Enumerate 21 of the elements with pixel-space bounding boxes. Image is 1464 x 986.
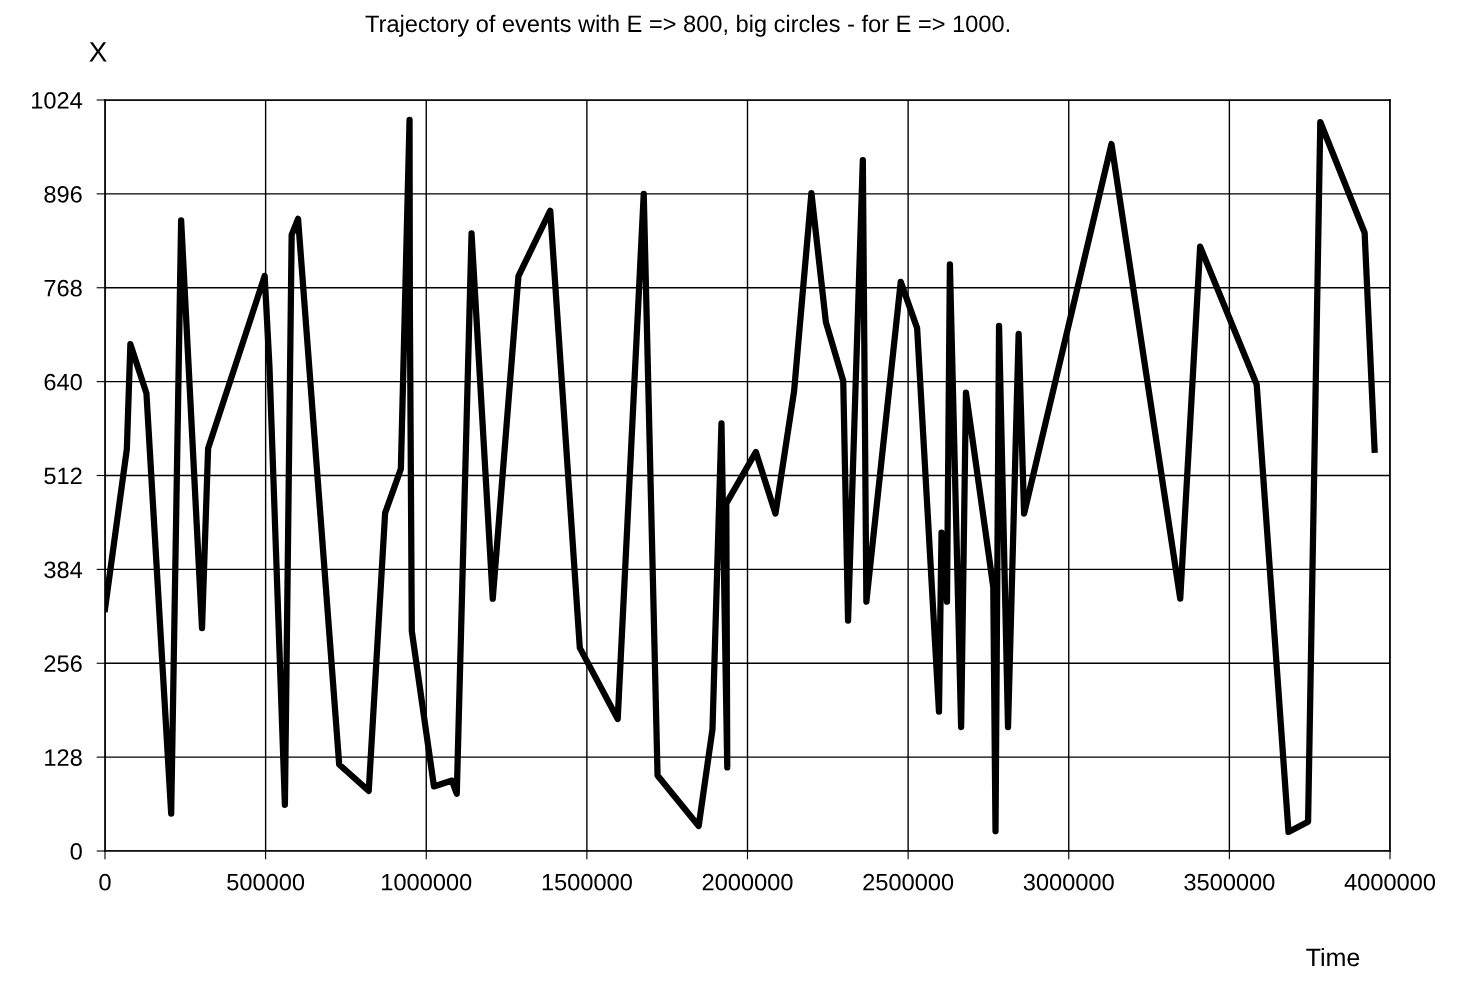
y-tick-label: 512 — [44, 467, 82, 485]
y-tick-label: 0 — [70, 843, 82, 860]
x-tick-label: 1000000 — [382, 873, 472, 891]
x-tick-label: 500000 — [227, 873, 305, 891]
y-tick-label: 128 — [45, 749, 82, 766]
y-tick-label: 1024 — [32, 92, 83, 109]
y-tick-label: 768 — [44, 279, 82, 297]
x-tick-label: 4000000 — [1344, 873, 1436, 891]
x-axis-title: Time — [1306, 947, 1360, 967]
chart-title: Trajectory of events with E => 800, big circles - for E => 1000. — [365, 14, 1009, 37]
y-tick-label: 640 — [44, 373, 82, 391]
y-tick-label: 256 — [44, 655, 82, 673]
x-tick-label: 2000000 — [702, 873, 793, 891]
x-tick-label: 2500000 — [863, 873, 954, 891]
x-tick-label: 0 — [99, 873, 111, 891]
x-tick-label: 3000000 — [1023, 873, 1114, 891]
y-axis-title: X — [89, 42, 107, 62]
y-tick-label: 384 — [44, 561, 83, 579]
x-tick-label: 3500000 — [1184, 873, 1275, 891]
y-tick-label: 896 — [44, 185, 82, 203]
x-tick-label: 1500000 — [542, 873, 632, 891]
